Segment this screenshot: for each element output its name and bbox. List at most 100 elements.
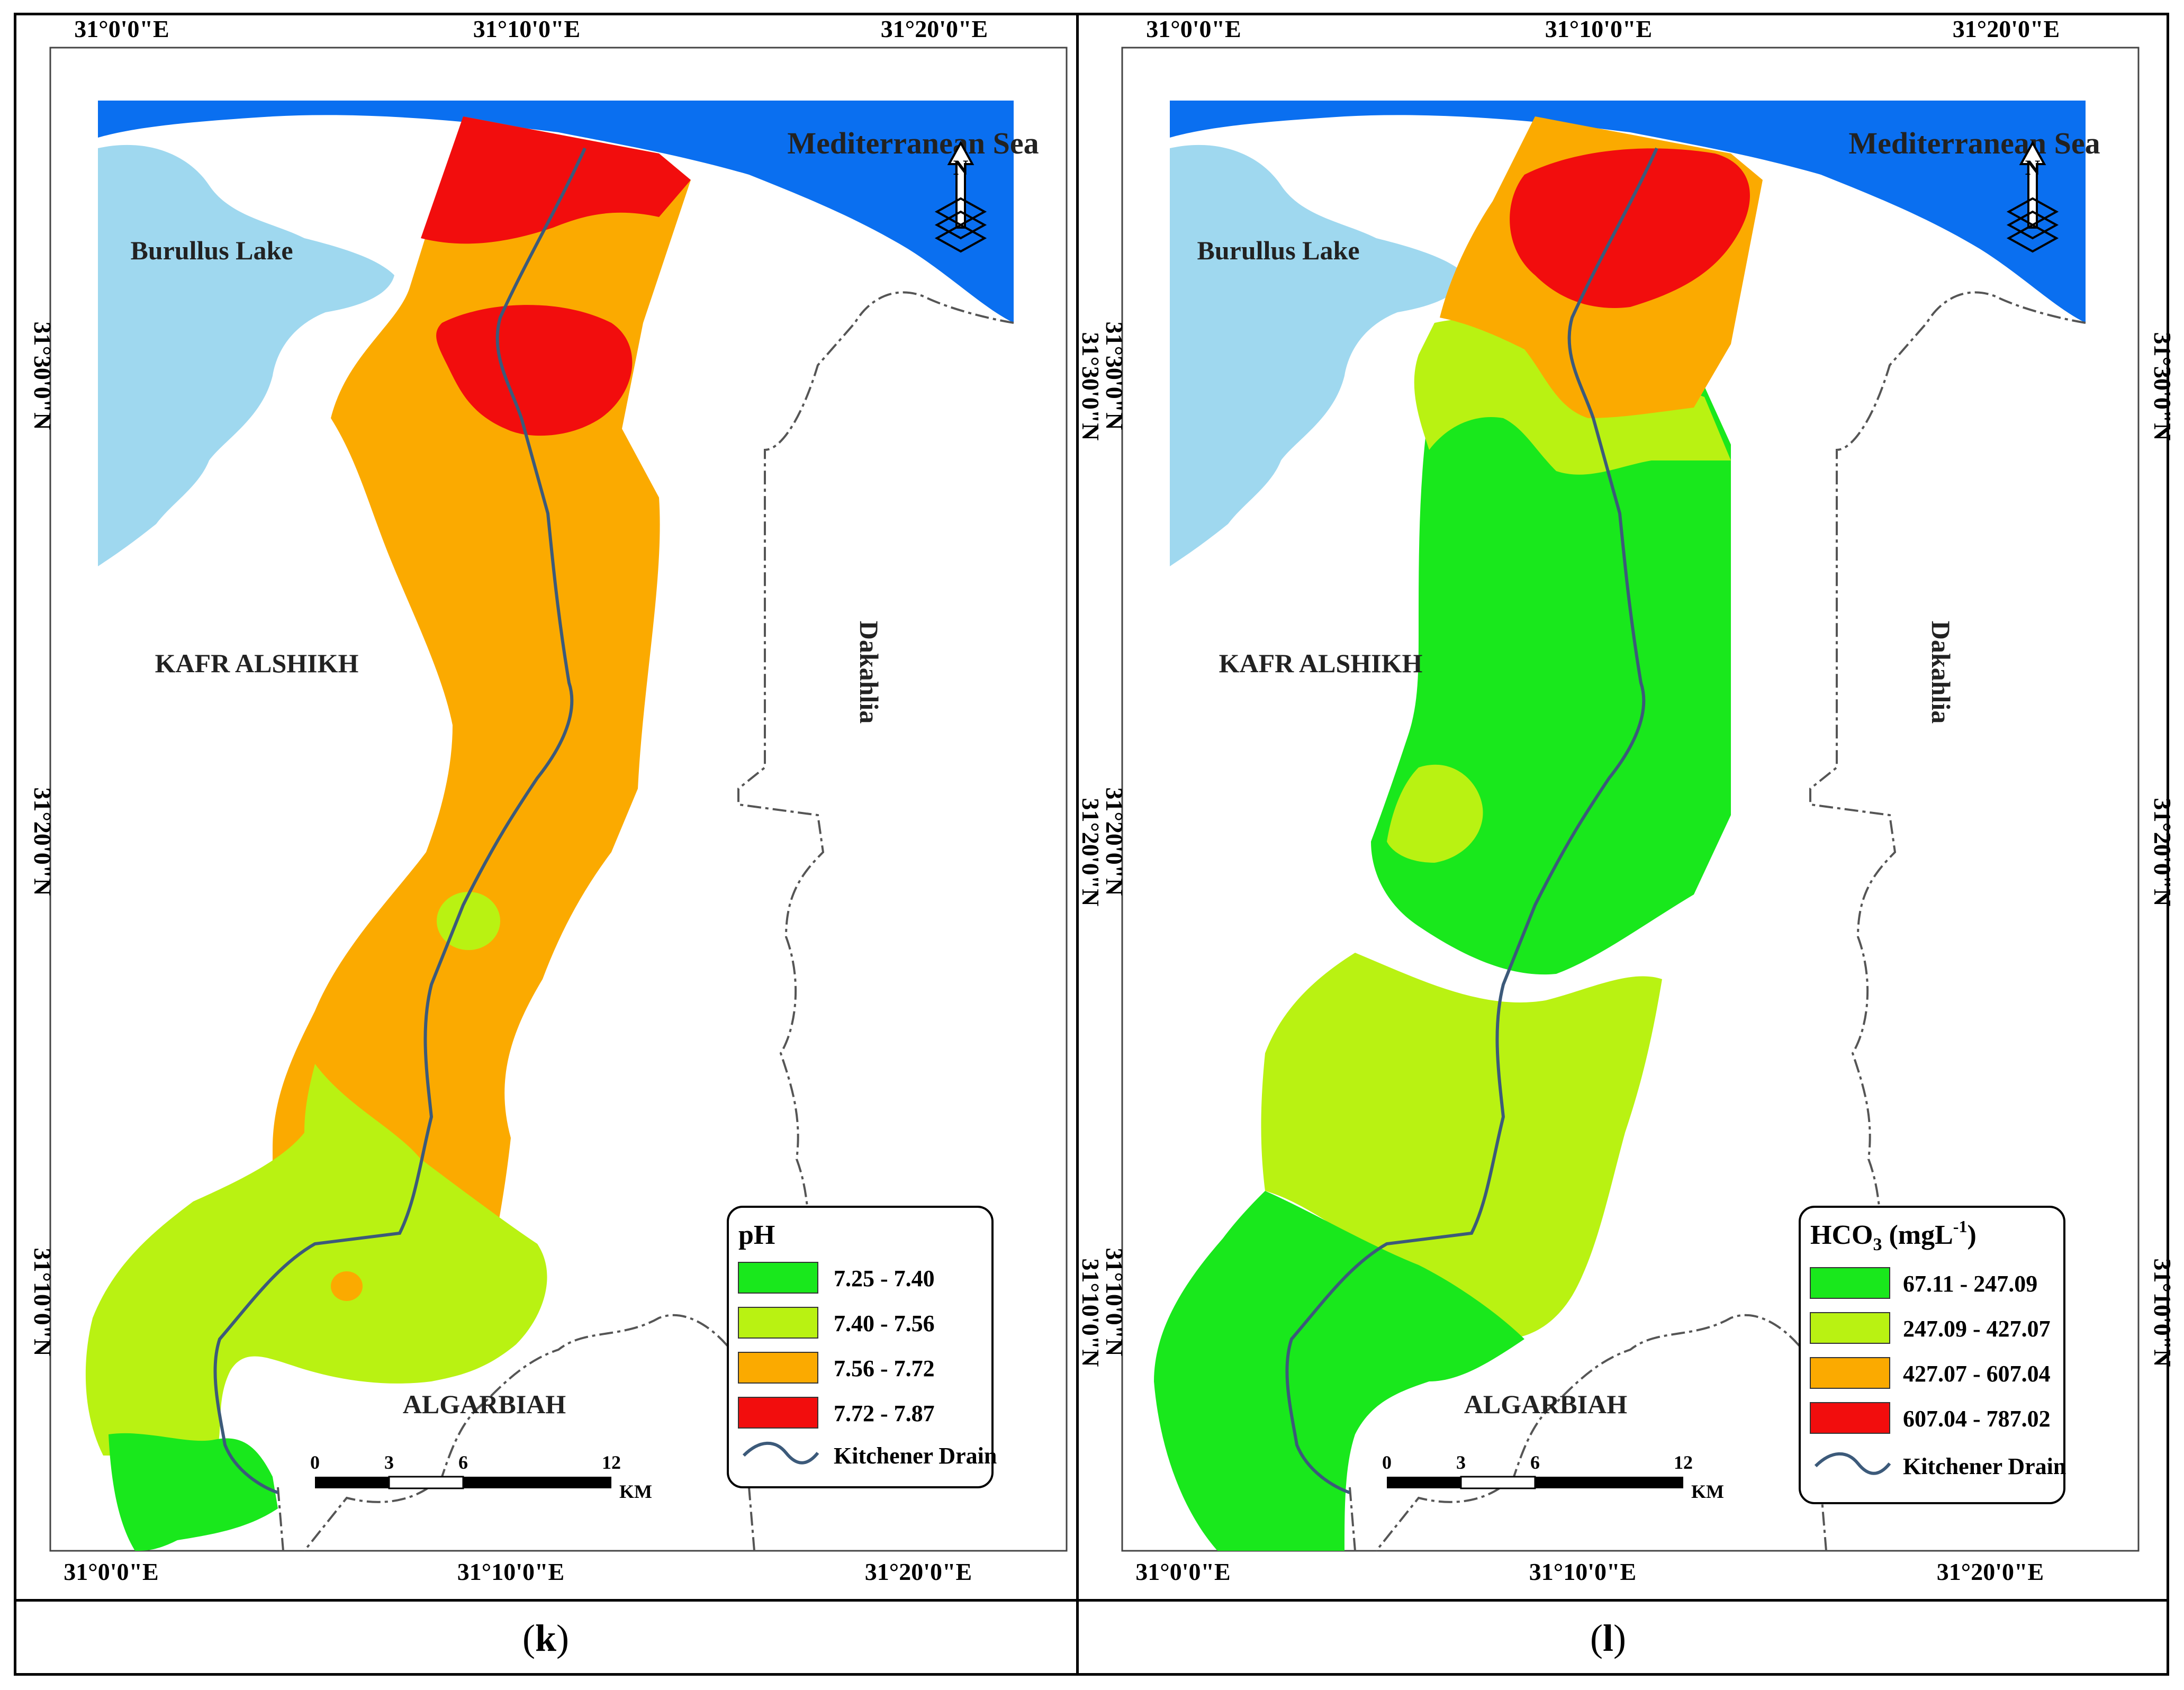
legend-item-3: 427.07 - 607.04: [1903, 1361, 2051, 1387]
zone-class4-north: [421, 116, 691, 244]
scale-tick-12: 12: [602, 1452, 621, 1473]
caption-k: (k): [16, 1604, 1075, 1673]
coord-top-1: 31°0'0"E: [1146, 15, 1241, 42]
zone-class3-spot: [331, 1271, 363, 1301]
legend-item-4: 7.72 - 7.87: [834, 1400, 935, 1426]
coord-right-1: 31°30'0"N: [1077, 332, 1104, 441]
coord-top-2: 31°10'0"E: [473, 15, 580, 42]
boundary-line-sw: [277, 1487, 284, 1551]
legend-item-1: 67.11 - 247.09: [1903, 1271, 2037, 1297]
coord-left-2: 31°20'0"N: [29, 788, 56, 896]
lake-label: Burullus Lake: [1197, 236, 1359, 265]
kafr-label: KAFR ALSHIKH: [155, 648, 359, 678]
figure-frame: [14, 13, 2169, 1676]
coord-bottom-1: 31°0'0"E: [64, 1558, 158, 1585]
mediterranean-sea: [98, 101, 1014, 323]
zone-class4-north: [1510, 148, 1750, 308]
coord-left-1: 31°30'0"N: [1101, 322, 1128, 430]
lake-label: Burullus Lake: [130, 236, 293, 265]
legend-drain-label: Kitchener Drain: [1903, 1453, 2066, 1479]
coord-top-2: 31°10'0"E: [1545, 15, 1652, 42]
map-l-svg: Mediterranean Sea Burullus Lake KAFR ALS…: [1101, 15, 2176, 1585]
zone-class2-spot: [1387, 764, 1483, 863]
legend-title-unit-close: ): [1967, 1220, 1976, 1250]
coord-top-3: 31°20'0"E: [881, 15, 988, 42]
scale-tick-6: 6: [1530, 1452, 1540, 1473]
scale-unit: KM: [1691, 1481, 1724, 1502]
legend-item-1: 7.25 - 7.40: [834, 1266, 935, 1291]
legend-item-2: 7.40 - 7.56: [834, 1311, 935, 1336]
legend-title-sub: 3: [1873, 1235, 1882, 1254]
zone-class3-main: [273, 116, 691, 1358]
legend-swatch-3: [738, 1352, 818, 1384]
coord-bottom-1: 31°0'0"E: [1135, 1558, 1230, 1585]
mediterranean-sea: [1170, 101, 2086, 323]
coord-bottom-3: 31°20'0"E: [1937, 1558, 2044, 1585]
coord-top-3: 31°20'0"E: [1953, 15, 2060, 42]
coord-bottom-3: 31°20'0"E: [865, 1558, 972, 1585]
legend-title-unit-sup: -1: [1953, 1217, 1968, 1236]
zone-class2-spot: [437, 892, 500, 950]
caption-k-close: ): [556, 1616, 569, 1659]
dakahlia-label: Dakahlia: [854, 621, 884, 724]
legend-swatch-2: [1810, 1312, 1890, 1344]
map-panel-k: Mediterranean Sea Burullus Lake KAFR ALS…: [29, 15, 1104, 1585]
caption-divider: [14, 1599, 2169, 1602]
coord-right-3: 31°10'0"N: [1077, 1259, 1104, 1367]
zone-class1-main: [1371, 386, 1731, 975]
dakahlia-label: Dakahlia: [1926, 621, 1956, 724]
kitchener-drain: [1285, 147, 1658, 1494]
burullus-lake: [98, 144, 394, 566]
algarbiah-label: ALGARBIAH: [1464, 1389, 1627, 1419]
burullus-lake: [1170, 144, 1466, 566]
legend-swatch-4: [738, 1397, 818, 1429]
coord-left-1: 31°30'0"N: [29, 322, 56, 430]
legend-swatch-3: [1810, 1357, 1890, 1389]
map-panel-l: Mediterranean Sea Burullus Lake KAFR ALS…: [1101, 15, 2176, 1585]
coord-right-1: 31°30'0"N: [2149, 332, 2176, 441]
scale-bar: 0 3 6 12 KM: [310, 1452, 652, 1502]
coord-right-2: 31°20'0"N: [1077, 798, 1104, 907]
caption-l-close: ): [1613, 1616, 1626, 1659]
coord-bottom-2: 31°10'0"E: [1529, 1558, 1636, 1585]
zone-class1-south: [1154, 1191, 1524, 1551]
scale-tick-12: 12: [1674, 1452, 1693, 1473]
legend-title-unit-open: (mgL: [1882, 1220, 1953, 1250]
figure-divider: [1076, 13, 1079, 1676]
caption-l: (l): [1079, 1604, 2137, 1673]
coord-bottom-2: 31°10'0"E: [457, 1558, 564, 1585]
coord-top-1: 31°0'0"E: [74, 15, 169, 42]
scale-tick-6: 6: [458, 1452, 468, 1473]
sea-label: Mediterranean Sea: [1848, 126, 2100, 160]
scale-tick-3: 3: [384, 1452, 394, 1473]
legend-drain-line: [742, 1441, 819, 1465]
scale-unit: KM: [619, 1481, 652, 1502]
legend-swatch-4: [1810, 1402, 1890, 1434]
coord-left-2: 31°20'0"N: [1101, 788, 1128, 896]
legend-drain-label: Kitchener Drain: [834, 1443, 997, 1469]
legend-swatch-1: [1810, 1267, 1890, 1299]
caption-l-letter: l: [1602, 1616, 1613, 1659]
legend-item-4: 607.04 - 787.02: [1903, 1406, 2051, 1432]
kitchener-drain: [213, 147, 586, 1494]
zone-class4-mid: [436, 305, 633, 436]
caption-k-open: (: [522, 1616, 535, 1659]
north-arrow-icon: N: [934, 140, 987, 253]
algarbiah-label: ALGARBIAH: [403, 1389, 566, 1419]
legend-title: HCO3 (mgL-1): [1810, 1217, 1977, 1254]
svg-text:N: N: [2025, 156, 2041, 179]
coord-right-3: 31°10'0"N: [2149, 1259, 2176, 1367]
legend-swatch-2: [738, 1307, 818, 1339]
caption-l-open: (: [1590, 1616, 1603, 1659]
coord-left-3: 31°10'0"N: [29, 1248, 56, 1357]
zone-class2-south: [85, 1064, 547, 1456]
caption-k-letter: k: [535, 1616, 557, 1659]
scale-bar: 0 3 6 12 KM: [1382, 1452, 1724, 1502]
legend-item-2: 247.09 - 427.07: [1903, 1316, 2051, 1342]
scale-tick-0: 0: [1382, 1452, 1392, 1473]
legend-title-main: HCO: [1810, 1220, 1873, 1250]
legend: pH 7.25 - 7.40 7.40 - 7.56 7.56 - 7.72 7…: [727, 1206, 997, 1488]
north-arrow-icon: N: [2006, 140, 2059, 253]
sea-label: Mediterranean Sea: [787, 126, 1039, 160]
scale-tick-3: 3: [1456, 1452, 1466, 1473]
